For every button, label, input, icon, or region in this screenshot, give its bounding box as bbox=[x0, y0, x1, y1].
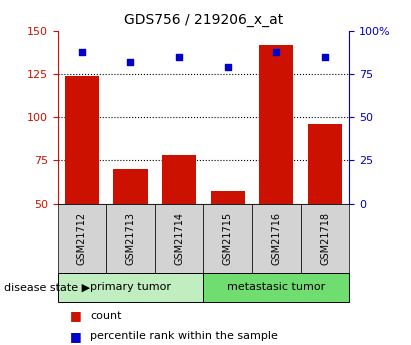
Text: GSM21716: GSM21716 bbox=[271, 211, 282, 265]
Bar bbox=[113, 169, 148, 204]
Point bbox=[127, 59, 134, 65]
Bar bbox=[58, 273, 203, 302]
Bar bbox=[308, 124, 342, 204]
Text: ■: ■ bbox=[70, 309, 82, 322]
Bar bbox=[252, 204, 301, 273]
Point bbox=[176, 54, 182, 60]
Text: percentile rank within the sample: percentile rank within the sample bbox=[90, 332, 278, 341]
Bar bbox=[106, 204, 155, 273]
Bar bbox=[203, 273, 349, 302]
Text: count: count bbox=[90, 311, 122, 321]
Bar bbox=[162, 155, 196, 204]
Bar bbox=[203, 204, 252, 273]
Point bbox=[224, 65, 231, 70]
Text: GSM21712: GSM21712 bbox=[77, 211, 87, 265]
Bar bbox=[58, 204, 106, 273]
Text: primary tumor: primary tumor bbox=[90, 282, 171, 292]
Bar bbox=[259, 45, 293, 204]
Text: disease state ▶: disease state ▶ bbox=[4, 282, 90, 292]
Bar bbox=[155, 204, 203, 273]
Text: ■: ■ bbox=[70, 330, 82, 343]
Text: GSM21718: GSM21718 bbox=[320, 211, 330, 265]
Text: GSM21714: GSM21714 bbox=[174, 211, 184, 265]
Text: GSM21713: GSM21713 bbox=[125, 211, 136, 265]
Point bbox=[79, 49, 85, 55]
Bar bbox=[301, 204, 349, 273]
Bar bbox=[211, 191, 245, 204]
Bar bbox=[65, 76, 99, 204]
Title: GDS756 / 219206_x_at: GDS756 / 219206_x_at bbox=[124, 13, 283, 27]
Text: GSM21715: GSM21715 bbox=[223, 211, 233, 265]
Point bbox=[273, 49, 279, 55]
Point bbox=[322, 54, 328, 60]
Text: metastasic tumor: metastasic tumor bbox=[227, 282, 326, 292]
